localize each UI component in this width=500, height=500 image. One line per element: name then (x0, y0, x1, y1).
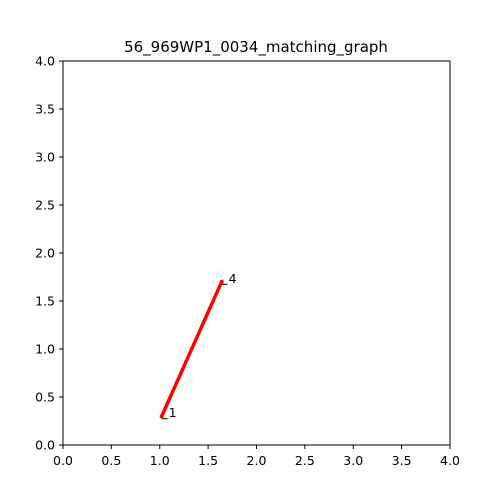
y-tick-label: 2.0 (35, 246, 55, 261)
x-axis-ticks: 0.0 0.5 1.0 1.5 2.0 2.5 3.0 3.5 4.0 (53, 445, 460, 468)
graph-node (159, 414, 164, 419)
node-label: 1 (169, 405, 177, 420)
x-tick-label: 1.5 (198, 453, 218, 468)
x-tick-label: 2.5 (295, 453, 315, 468)
graph-edge (160, 281, 224, 417)
chart-title: 56_969WP1_0034_matching_graph (124, 38, 388, 57)
x-tick-label: 0.5 (101, 453, 121, 468)
y-tick-label: 2.5 (35, 198, 55, 213)
x-tick-label: 3.5 (392, 453, 412, 468)
y-tick-label: 0.5 (35, 390, 55, 405)
nodes-layer: 14 (159, 271, 237, 420)
node-label: 4 (229, 271, 237, 286)
x-tick-label: 0.0 (53, 453, 73, 468)
y-tick-label: 1.0 (35, 342, 55, 357)
y-tick-label: 0.0 (35, 438, 55, 453)
y-tick-label: 3.0 (35, 150, 55, 165)
y-tick-label: 1.5 (35, 294, 55, 309)
y-tick-label: 3.5 (35, 102, 55, 117)
edges-layer (160, 281, 224, 417)
y-tick-label: 4.0 (35, 54, 55, 69)
x-tick-label: 1.0 (150, 453, 170, 468)
x-tick-label: 4.0 (440, 453, 460, 468)
graph-node (219, 279, 224, 284)
x-tick-label: 2.0 (247, 453, 267, 468)
y-axis-ticks: 0.0 0.5 1.0 1.5 2.0 2.5 3.0 3.5 4.0 (35, 54, 63, 453)
x-tick-label: 3.0 (343, 453, 363, 468)
plot-frame (62, 60, 451, 446)
